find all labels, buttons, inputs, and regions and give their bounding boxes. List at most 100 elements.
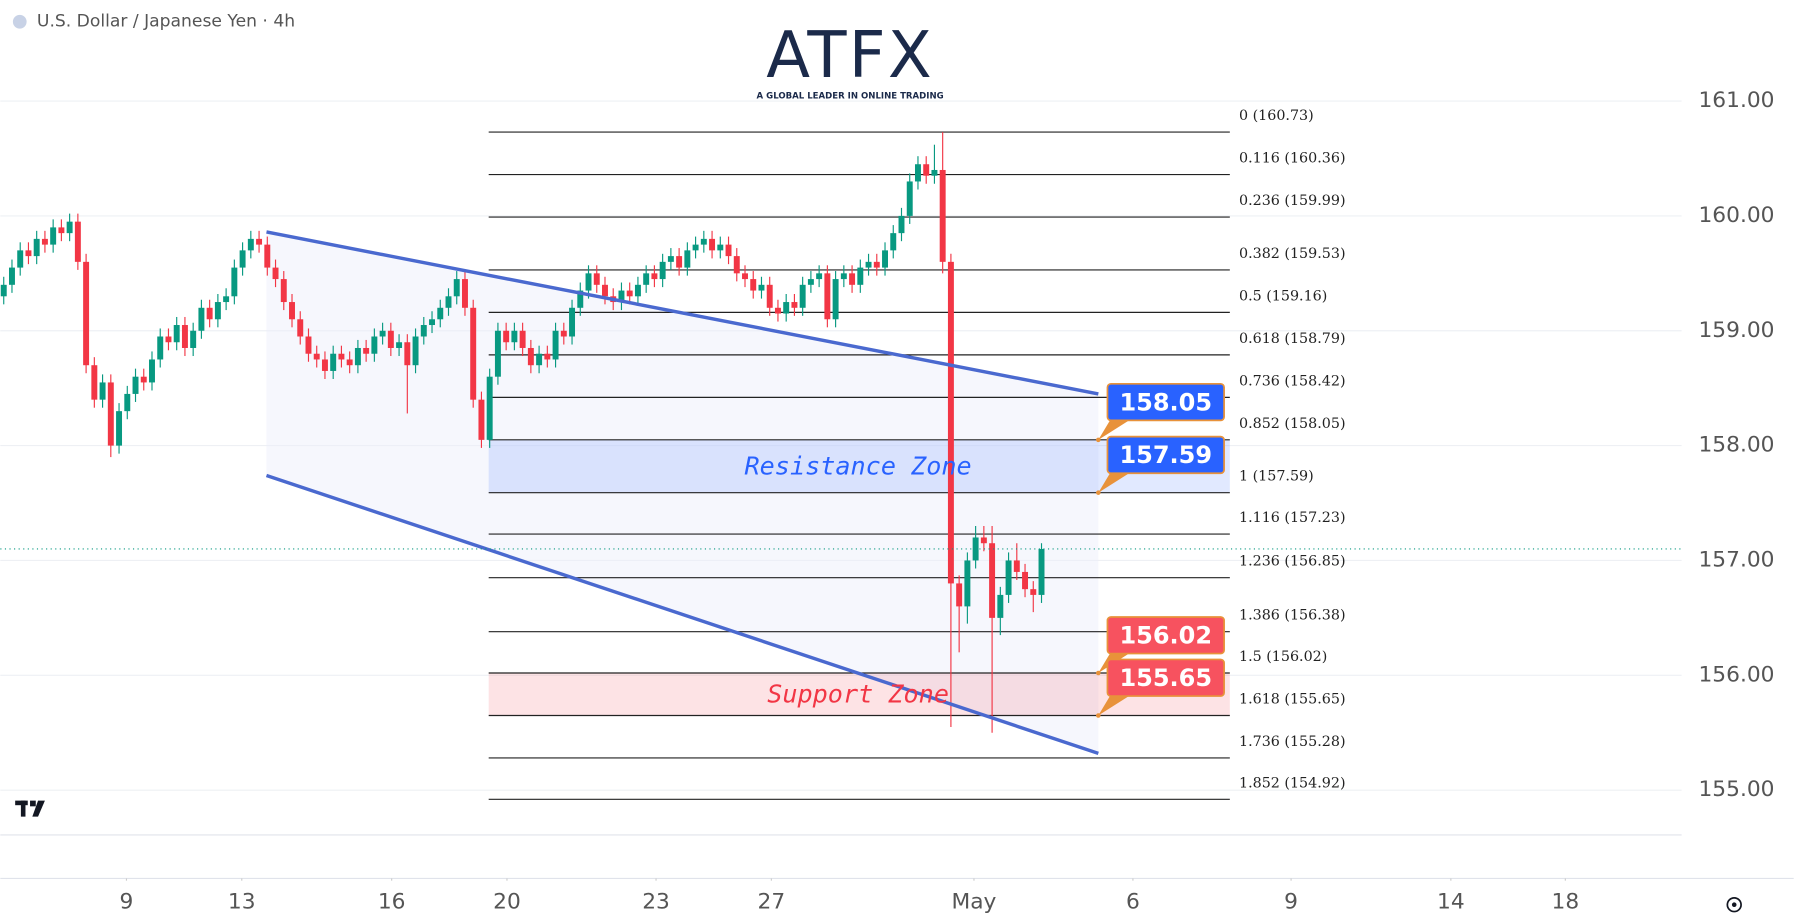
candle-body	[618, 290, 625, 303]
candle-body	[437, 307, 444, 320]
plot	[0, 100, 1682, 800]
candle-body	[569, 307, 576, 337]
candle-body	[898, 215, 905, 234]
x-tick-label: 20	[493, 889, 521, 914]
candle-body	[717, 244, 724, 251]
candle-body	[840, 273, 847, 280]
candle-body	[1022, 571, 1029, 590]
y-tick-label: 159.00	[1699, 318, 1775, 343]
candle-body	[247, 238, 254, 251]
candle-body	[66, 221, 73, 234]
candle-body	[256, 238, 263, 245]
candle-body	[346, 359, 353, 366]
candle-body	[321, 359, 328, 371]
x-tick-label: 9	[1284, 889, 1298, 914]
price-tag	[1106, 435, 1225, 475]
candle-body	[865, 261, 872, 268]
candle-body	[461, 279, 468, 308]
candle-body	[503, 330, 510, 343]
x-tick-label: 27	[758, 889, 786, 914]
zone-label: Support Zone	[767, 679, 949, 708]
candle-body	[354, 347, 361, 366]
candle-body	[560, 330, 567, 337]
price-tag-label: 156.02	[1119, 621, 1212, 649]
candle-body	[83, 261, 90, 366]
candle-body	[231, 267, 238, 297]
candle-body	[923, 164, 930, 176]
price-tag-anchor	[1096, 490, 1101, 495]
candle-body	[692, 244, 699, 251]
candle-body	[725, 244, 732, 257]
fib-label: 0.736 (158.42)	[1239, 373, 1346, 389]
fib-label: 0.236 (159.99)	[1239, 193, 1346, 209]
fib-label: 1.618 (155.65)	[1239, 691, 1346, 707]
candle-body	[74, 221, 81, 262]
candle-body	[750, 279, 757, 291]
candle-body	[486, 376, 493, 440]
candle-body	[857, 267, 864, 285]
candle-body	[33, 238, 40, 257]
candle-body	[536, 353, 543, 366]
candle-body	[544, 353, 551, 360]
x-tick-label: 13	[228, 889, 256, 914]
candle-body	[947, 261, 954, 584]
candle-body	[453, 279, 460, 297]
candle-body	[890, 233, 897, 251]
candle-body	[1013, 560, 1020, 572]
candle-body	[280, 279, 287, 303]
candle-body	[511, 330, 518, 343]
y-tick-label: 157.00	[1699, 547, 1775, 572]
candle-body	[807, 279, 814, 285]
candle-body	[313, 353, 320, 360]
price-tag	[1106, 616, 1225, 655]
x-tick-label: May	[952, 889, 997, 914]
candle-body	[41, 238, 48, 245]
candle-body	[50, 227, 57, 245]
candle-body	[181, 325, 188, 348]
price-tag-label: 157.59	[1119, 441, 1212, 469]
candle-body	[733, 256, 740, 274]
settings-icon[interactable]	[1726, 896, 1742, 913]
x-tick-label: 23	[642, 889, 670, 914]
price-tag	[1106, 382, 1225, 422]
candle-body	[651, 273, 658, 280]
fib-label: 1.852 (154.92)	[1239, 775, 1346, 791]
candle-body	[140, 376, 147, 383]
candle-body	[1005, 560, 1012, 595]
candle-body	[223, 296, 230, 303]
candle-body	[552, 330, 559, 360]
trendline	[265, 473, 1099, 756]
candle-body	[305, 336, 312, 354]
candle-body	[387, 330, 394, 348]
price-tag-anchor	[1096, 713, 1101, 718]
fib-label: 1 (157.59)	[1239, 469, 1314, 485]
candle-body	[173, 325, 180, 343]
x-tick-label: 9	[120, 889, 134, 914]
candle-body	[758, 284, 765, 291]
candle-body	[931, 169, 938, 176]
candle-body	[107, 382, 114, 446]
candle-body	[980, 537, 987, 544]
candle-body	[791, 302, 798, 308]
candle-body	[149, 359, 155, 383]
y-tick-label: 156.00	[1699, 662, 1775, 687]
candle-body	[832, 279, 839, 320]
candle-body	[338, 353, 345, 360]
fib-label: 0.618 (158.79)	[1239, 331, 1346, 347]
fib-label: 0.116 (160.36)	[1239, 151, 1346, 167]
zone-label: Resistance Zone	[745, 451, 972, 480]
candle-body	[190, 330, 197, 348]
x-tick-label: 14	[1437, 889, 1465, 914]
candle-body	[264, 244, 271, 268]
candle-body	[132, 376, 139, 394]
candle-body	[849, 273, 856, 285]
candle-body	[659, 261, 666, 280]
fib-label: 1.236 (156.85)	[1239, 554, 1346, 570]
price-tag-anchor	[1096, 670, 1101, 676]
candle-body	[964, 560, 971, 607]
x-tick-label: 16	[378, 889, 406, 914]
candle-body	[445, 296, 452, 308]
price-tag-anchor	[1096, 437, 1101, 443]
